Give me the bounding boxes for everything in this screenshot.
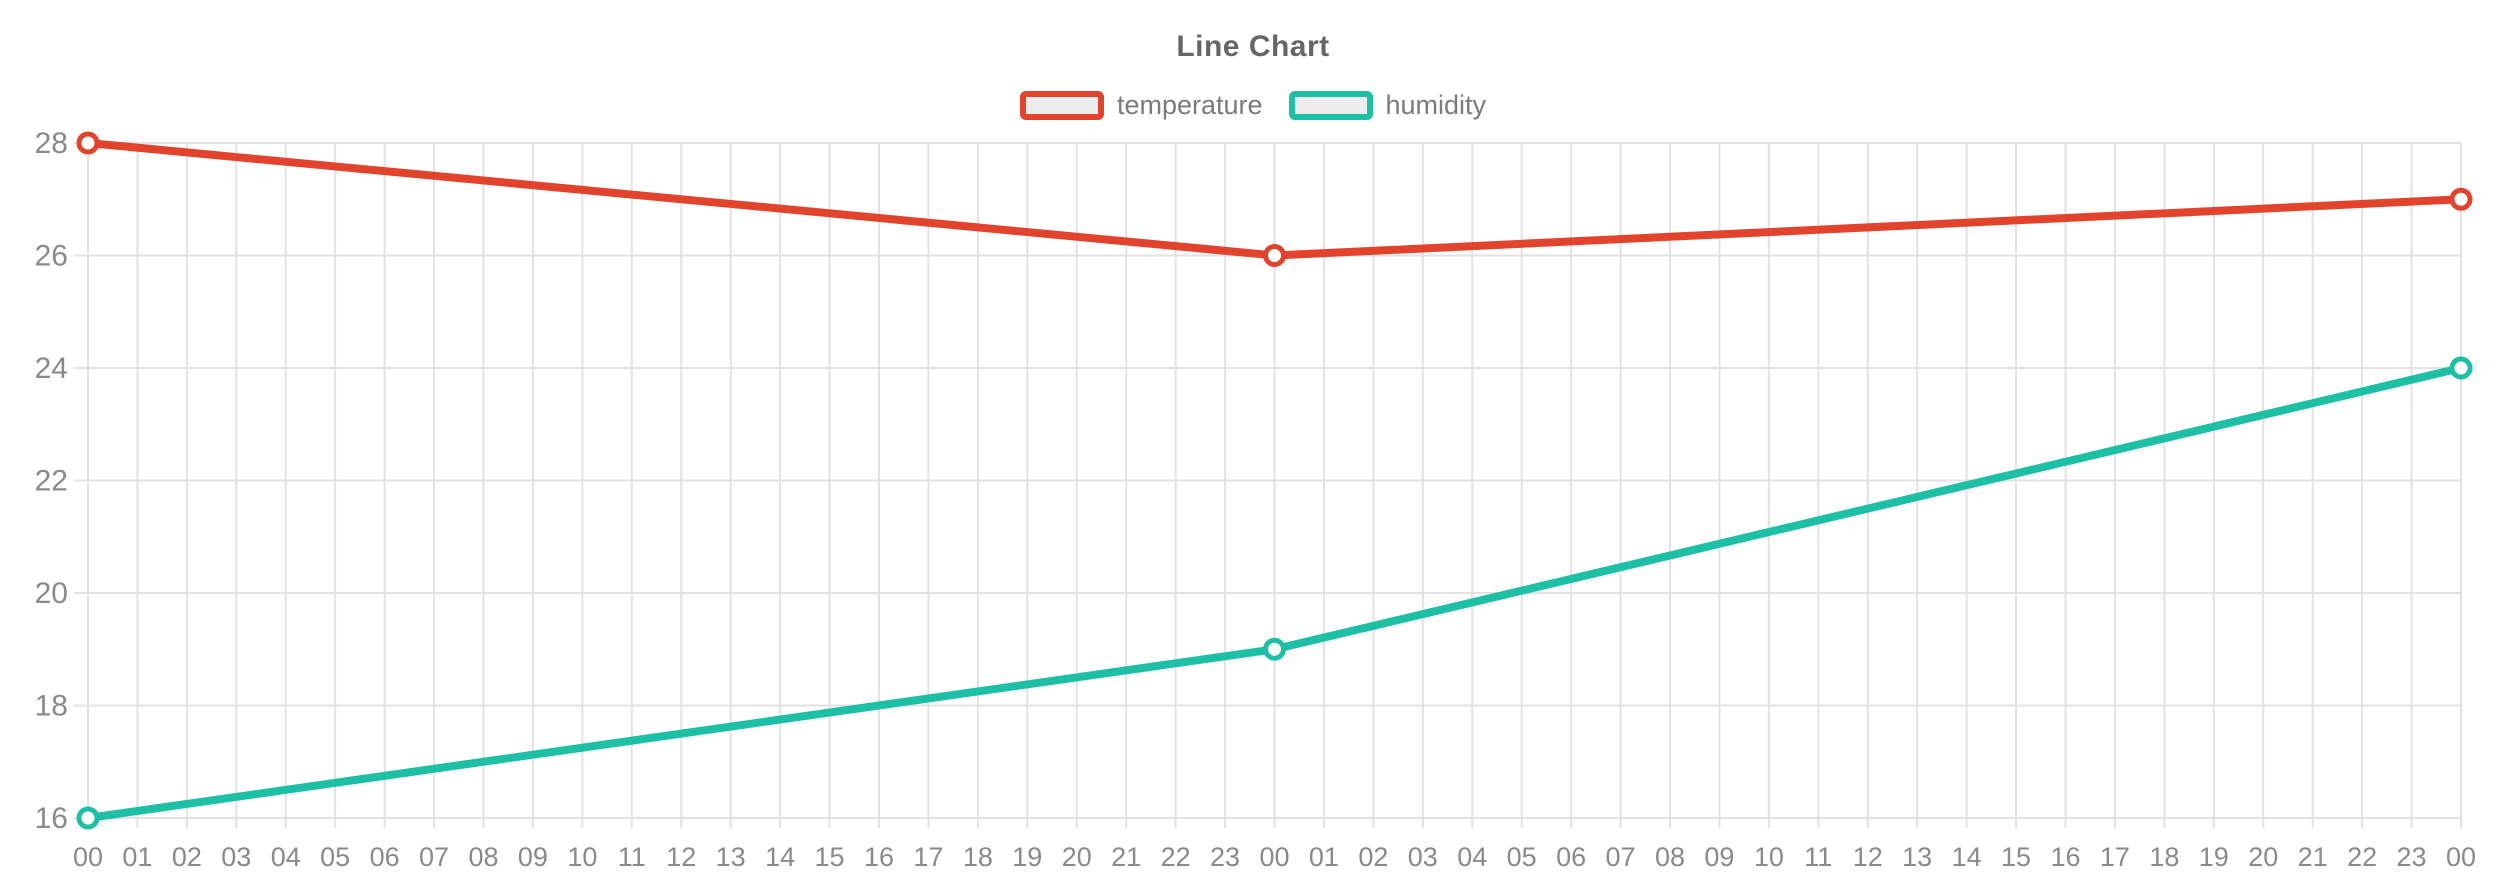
x-tick-label: 19: [2199, 842, 2229, 872]
x-tick-label: 04: [271, 842, 301, 872]
x-tick-label: 18: [963, 842, 993, 872]
y-tick-label: 28: [35, 127, 68, 160]
y-tick-label: 26: [35, 240, 68, 273]
x-tick-label: 20: [1062, 842, 1092, 872]
x-tick-label: 08: [468, 842, 498, 872]
x-tick-label: 22: [2347, 842, 2377, 872]
x-tick-label: 00: [73, 842, 103, 872]
temperature-data-point[interactable]: [1263, 244, 1286, 267]
x-tick-label: 21: [2298, 842, 2328, 872]
x-tick-label: 01: [122, 842, 152, 872]
x-tick-label: 02: [1358, 842, 1388, 872]
x-tick-label: 07: [419, 842, 449, 872]
x-tick-label: 01: [1309, 842, 1339, 872]
x-tick-label: 04: [1457, 842, 1487, 872]
x-tick-label: 00: [1259, 842, 1289, 872]
legend-label-humidity: humidity: [1385, 90, 1487, 120]
legend-swatch-humidity: [1288, 91, 1373, 120]
y-tick-label: 24: [35, 352, 68, 385]
legend-label-temperature: temperature: [1116, 90, 1263, 120]
humidity-data-point[interactable]: [2449, 356, 2473, 380]
legend-item-temperature[interactable]: temperature: [1019, 90, 1263, 121]
y-tick-label: 22: [35, 465, 68, 498]
x-tick-label: 05: [1507, 842, 1537, 872]
x-tick-label: 15: [2001, 842, 2031, 872]
x-tick-label: 12: [666, 842, 696, 872]
legend-swatch-temperature: [1019, 91, 1104, 120]
chart-legend: temperature humidity: [0, 90, 2506, 121]
x-tick-label: 23: [2397, 842, 2427, 872]
x-tick-label: 09: [518, 842, 548, 872]
x-tick-label: 08: [1655, 842, 1685, 872]
humidity-data-point[interactable]: [1263, 637, 1286, 661]
x-tick-label: 06: [1556, 842, 1586, 872]
x-tick-label: 23: [1210, 842, 1240, 872]
x-tick-label: 03: [1408, 842, 1438, 872]
x-tick-label: 05: [320, 842, 350, 872]
x-tick-label: 18: [2149, 842, 2179, 872]
x-tick-label: 13: [1902, 842, 1932, 872]
x-tick-label: 22: [1161, 842, 1191, 872]
x-tick-label: 06: [370, 842, 400, 872]
x-tick-label: 16: [2050, 842, 2080, 872]
x-tick-label: 03: [221, 842, 251, 872]
x-tick-label: 14: [1952, 842, 1982, 872]
x-tick-label: 10: [1754, 842, 1784, 872]
x-tick-label: 13: [716, 842, 746, 872]
x-tick-label: 00: [2446, 842, 2476, 872]
x-tick-label: 11: [618, 842, 646, 872]
temperature-data-point[interactable]: [76, 131, 100, 155]
x-tick-label: 17: [2100, 842, 2130, 872]
x-tick-label: 11: [1804, 842, 1832, 872]
x-tick-label: 21: [1111, 842, 1141, 872]
x-tick-label: 14: [765, 842, 795, 872]
chart-title: Line Chart: [1176, 30, 1330, 63]
y-tick-label: 20: [35, 577, 68, 610]
y-tick-label: 16: [35, 802, 68, 835]
temperature-data-point[interactable]: [2449, 187, 2473, 211]
x-tick-label: 19: [1012, 842, 1042, 872]
x-tick-label: 02: [172, 842, 202, 872]
x-tick-label: 10: [567, 842, 597, 872]
x-tick-label: 20: [2248, 842, 2278, 872]
legend-item-humidity[interactable]: humidity: [1288, 90, 1487, 121]
x-tick-label: 12: [1853, 842, 1883, 872]
x-tick-label: 15: [815, 842, 845, 872]
x-tick-label: 09: [1704, 842, 1734, 872]
humidity-data-point[interactable]: [76, 806, 100, 830]
x-tick-label: 17: [913, 842, 943, 872]
x-tick-label: 16: [864, 842, 894, 872]
y-tick-label: 18: [35, 690, 68, 723]
x-tick-label: 07: [1606, 842, 1636, 872]
